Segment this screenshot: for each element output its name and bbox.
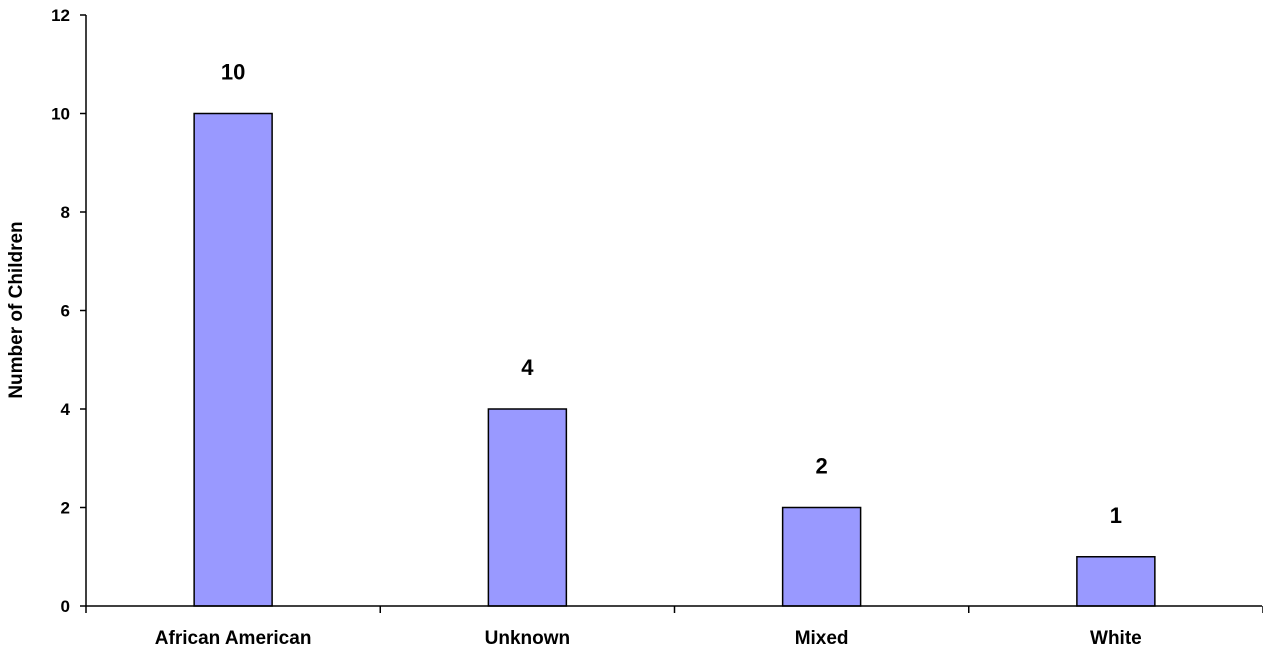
data-label: 2	[816, 454, 828, 479]
y-tick-label: 6	[61, 302, 70, 321]
data-label: 1	[1110, 503, 1122, 528]
bar-mixed	[781, 506, 862, 607]
bar-unknown	[487, 408, 568, 607]
y-ticks: 0 2 4 6 8 10 12	[51, 6, 86, 616]
data-label: 4	[521, 355, 534, 380]
y-tick-label: 0	[61, 597, 70, 616]
bar-white	[1076, 556, 1156, 607]
y-tick-label: 4	[61, 400, 71, 419]
y-tick-label: 2	[61, 499, 70, 518]
x-ticks: African American Unknown Mixed White	[85, 606, 1263, 649]
x-tick-label: White	[1090, 628, 1142, 649]
bar-african-american	[193, 112, 273, 607]
x-tick-label: Unknown	[485, 628, 571, 649]
y-axis-title: Number of Children	[6, 221, 27, 398]
x-tick-label: African American	[155, 628, 312, 649]
data-label: 10	[221, 60, 245, 85]
x-tick-label: Mixed	[795, 628, 849, 649]
y-tick-label: 10	[51, 105, 70, 124]
y-tick-label: 12	[51, 6, 70, 25]
y-tick-label: 8	[61, 203, 70, 222]
bars-layer	[193, 112, 1156, 607]
data-labels: 10 4 2 1	[221, 60, 1122, 528]
